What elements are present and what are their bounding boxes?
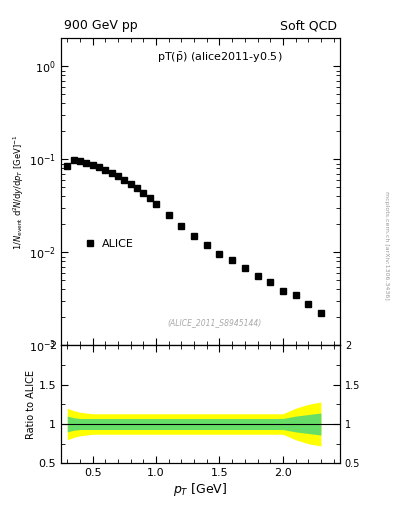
Text: Soft QCD: Soft QCD bbox=[280, 19, 337, 32]
X-axis label: $p_T\ [\mathrm{GeV}]$: $p_T\ [\mathrm{GeV}]$ bbox=[173, 481, 228, 498]
Text: 900 GeV pp: 900 GeV pp bbox=[64, 19, 137, 32]
Text: (ALICE_2011_S8945144): (ALICE_2011_S8945144) bbox=[167, 318, 261, 327]
Text: pT($\bar{\mathrm{p}}$) (alice2011-y0.5): pT($\bar{\mathrm{p}}$) (alice2011-y0.5) bbox=[157, 51, 283, 65]
Legend: ALICE: ALICE bbox=[81, 235, 138, 254]
Y-axis label: $1/N_\mathrm{event}\ \mathrm{d}^2\!N/\mathrm{d}y/\mathrm{d}p_T\ [\mathrm{GeV}]^{: $1/N_\mathrm{event}\ \mathrm{d}^2\!N/\ma… bbox=[12, 134, 26, 250]
Y-axis label: Ratio to ALICE: Ratio to ALICE bbox=[26, 370, 36, 439]
Text: mcplots.cern.ch [arXiv:1306.3436]: mcplots.cern.ch [arXiv:1306.3436] bbox=[384, 191, 389, 300]
